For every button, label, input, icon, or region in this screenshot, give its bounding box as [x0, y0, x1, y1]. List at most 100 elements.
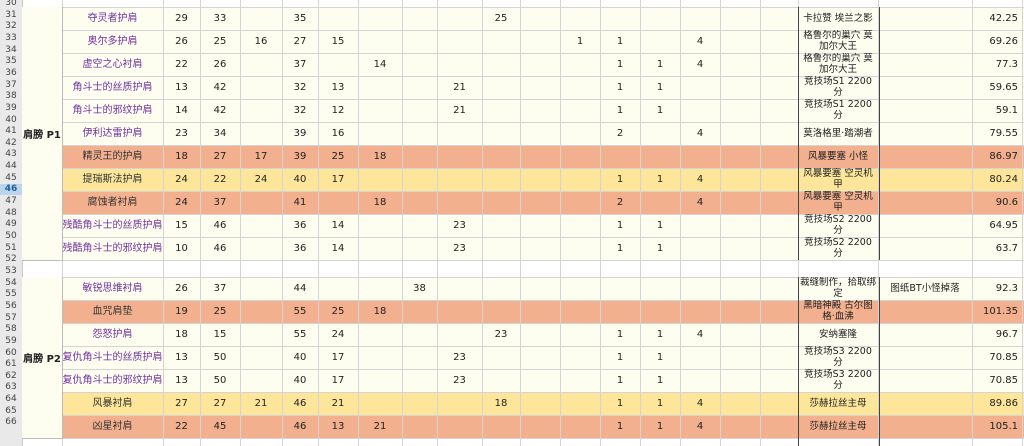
stat-value[interactable]: 26 — [175, 35, 188, 47]
row-header[interactable]: 51 — [5, 242, 17, 253]
item-name[interactable]: 奥尔多护肩 — [87, 35, 138, 47]
stat-value[interactable]: 55 — [293, 328, 307, 340]
item-score[interactable]: 92.3 — [995, 282, 1018, 294]
stat-value[interactable]: 14 — [373, 58, 387, 70]
stat-value[interactable]: 27 — [213, 397, 227, 409]
stat-value[interactable]: 36 — [293, 219, 307, 231]
stat-value[interactable]: 21 — [453, 81, 466, 93]
item-source[interactable]: 竞技场S2 2200分 — [804, 237, 872, 259]
row-header[interactable]: 53 — [5, 265, 17, 276]
stat-value[interactable]: 40 — [293, 173, 307, 185]
stat-value[interactable]: 38 — [413, 282, 426, 294]
stat-value[interactable]: 1 — [616, 351, 624, 363]
stat-value[interactable]: 4 — [696, 196, 704, 208]
stat-value[interactable]: 1 — [616, 328, 624, 340]
stat-value[interactable]: 2 — [616, 196, 624, 208]
slot-group-label[interactable]: 肩膀 P2 — [22, 277, 63, 439]
stat-value[interactable]: 22 — [213, 173, 227, 185]
item-score[interactable]: 70.85 — [989, 374, 1018, 386]
item-score[interactable]: 80.24 — [989, 173, 1018, 185]
row-header[interactable]: 31 — [5, 9, 17, 20]
stat-value[interactable]: 41 — [293, 196, 307, 208]
stat-value[interactable]: 15 — [331, 35, 345, 47]
stat-value[interactable]: 32 — [293, 104, 307, 116]
row-header[interactable]: 40 — [5, 114, 17, 125]
item-name[interactable]: 敏锐思维衬肩 — [82, 282, 143, 294]
stat-value[interactable]: 24 — [175, 196, 188, 208]
row-header[interactable]: 44 — [5, 161, 17, 172]
row-header[interactable]: 61 — [5, 359, 17, 370]
item-source[interactable]: 安纳塞隆 — [818, 328, 857, 340]
stat-value[interactable]: 13 — [175, 374, 188, 386]
stat-value[interactable]: 4 — [696, 35, 704, 47]
item-source[interactable]: 风暴要塞 小怪 — [807, 150, 869, 162]
slot-group-label[interactable]: 肩膀 P1 — [22, 7, 63, 261]
stat-value[interactable]: 1 — [656, 328, 664, 340]
stat-value[interactable]: 17 — [254, 150, 268, 162]
stat-value[interactable]: 1 — [616, 58, 624, 70]
stat-value[interactable]: 50 — [213, 351, 227, 363]
row-header[interactable]: 39 — [5, 102, 17, 113]
stat-value[interactable]: 13 — [175, 351, 188, 363]
stat-value[interactable]: 18 — [373, 150, 387, 162]
stat-value[interactable]: 27 — [213, 150, 227, 162]
stat-value[interactable]: 37 — [293, 58, 307, 70]
item-name[interactable]: 精灵王的护肩 — [82, 150, 143, 162]
row-header[interactable]: 33 — [5, 32, 17, 43]
stat-value[interactable]: 26 — [175, 282, 188, 294]
row-header[interactable]: 37 — [5, 79, 17, 90]
item-source[interactable]: 莎赫拉丝主母 — [809, 397, 867, 409]
stat-value[interactable]: 25 — [494, 12, 508, 24]
row-header[interactable]: 47 — [5, 196, 17, 207]
row-header[interactable]: 30 — [5, 0, 17, 8]
item-source[interactable]: 竞技场S1 2200分 — [804, 99, 872, 121]
stat-value[interactable]: 46 — [213, 219, 227, 231]
stat-value[interactable]: 25 — [213, 35, 227, 47]
item-source[interactable]: 竞技场S2 2200分 — [804, 214, 872, 236]
row-header[interactable]: 46 — [0, 184, 22, 196]
item-score[interactable]: 63.7 — [995, 242, 1018, 254]
item-name[interactable]: 夺灵者护肩 — [87, 12, 138, 24]
item-name[interactable]: 角斗士的丝质护肩 — [72, 81, 153, 93]
stat-value[interactable]: 19 — [175, 305, 188, 317]
item-source[interactable]: 风暴要塞 空灵机甲 — [803, 191, 873, 213]
stat-value[interactable]: 26 — [213, 58, 227, 70]
item-source[interactable]: 卡拉赞 埃兰之影 — [803, 12, 873, 24]
stat-value[interactable]: 10 — [175, 242, 188, 254]
stat-value[interactable]: 15 — [175, 219, 188, 231]
stat-value[interactable]: 46 — [293, 397, 307, 409]
row-header[interactable]: 54 — [5, 277, 17, 288]
item-score[interactable]: 86.97 — [989, 150, 1018, 162]
stat-value[interactable]: 55 — [293, 305, 307, 317]
row-header[interactable]: 43 — [5, 149, 17, 160]
stat-value[interactable]: 23 — [453, 374, 466, 386]
stat-value[interactable]: 16 — [254, 35, 268, 47]
stat-value[interactable]: 50 — [213, 374, 227, 386]
stat-value[interactable]: 17 — [331, 173, 345, 185]
stat-value[interactable]: 23 — [453, 351, 466, 363]
item-score[interactable]: 42.25 — [989, 12, 1018, 24]
item-source[interactable]: 格鲁尔的巢穴 莫加尔大王 — [803, 53, 873, 75]
stat-value[interactable]: 24 — [175, 173, 188, 185]
stat-value[interactable]: 1 — [656, 374, 664, 386]
stat-value[interactable]: 17 — [331, 374, 345, 386]
item-source[interactable]: 莎赫拉丝主母 — [809, 420, 867, 432]
stat-value[interactable]: 1 — [616, 397, 624, 409]
stat-value[interactable]: 13 — [331, 81, 345, 93]
stat-value[interactable]: 44 — [293, 282, 307, 294]
stat-value[interactable]: 36 — [293, 242, 307, 254]
stat-value[interactable]: 40 — [293, 374, 307, 386]
stat-value[interactable]: 25 — [331, 305, 345, 317]
stat-value[interactable]: 22 — [175, 420, 188, 432]
stat-value[interactable]: 4 — [696, 173, 704, 185]
row-headers[interactable]: 30 31 32 33 34 35 36 37 38 39 40 41 42 43 44 45 46 47 48 49… — [0, 0, 23, 446]
row-header[interactable]: 66 — [5, 417, 17, 428]
row-header[interactable]: 62 — [5, 370, 17, 381]
stat-value[interactable]: 21 — [373, 420, 387, 432]
item-name[interactable]: 复仇角斗士的丝质护肩 — [62, 351, 163, 363]
stat-value[interactable]: 1 — [656, 58, 664, 70]
stat-value[interactable]: 46 — [213, 242, 227, 254]
stat-value[interactable]: 29 — [175, 12, 188, 24]
stat-value[interactable]: 15 — [213, 328, 227, 340]
stat-value[interactable]: 35 — [293, 12, 307, 24]
